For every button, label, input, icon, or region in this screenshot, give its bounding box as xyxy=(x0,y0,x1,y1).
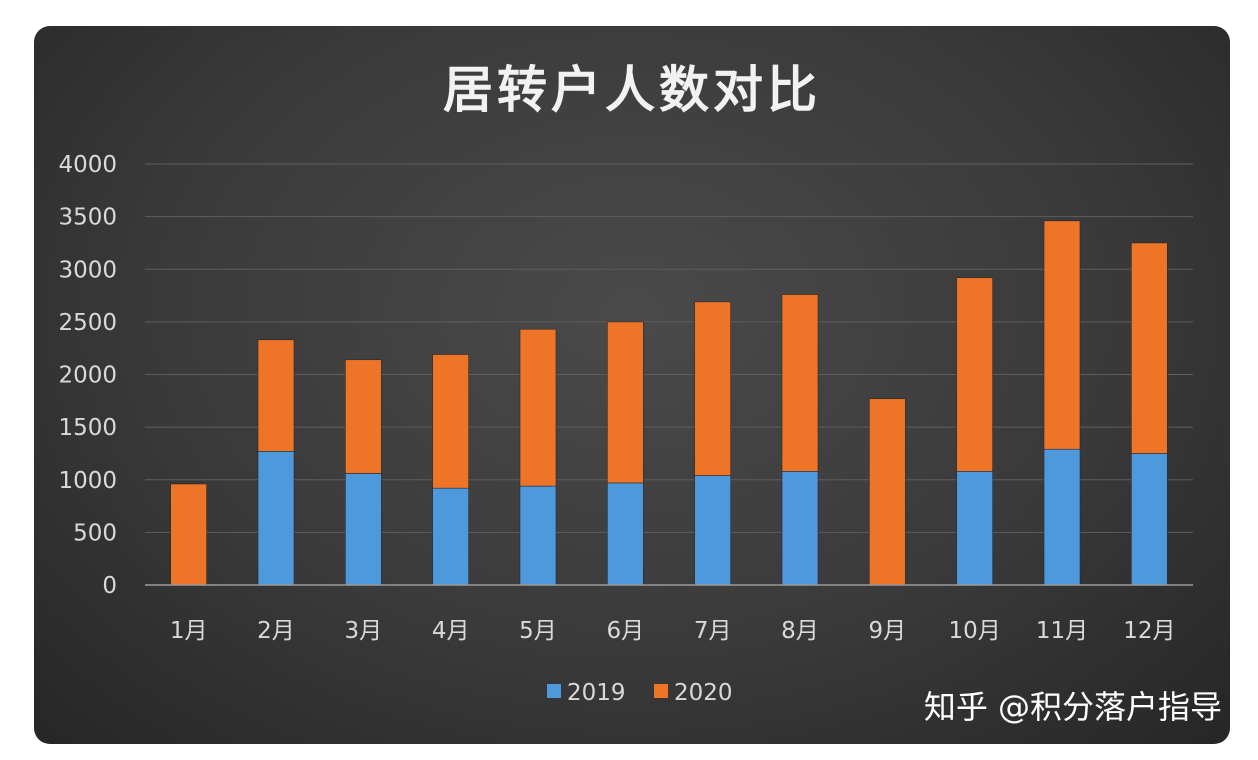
y-tick-label: 2000 xyxy=(58,363,117,389)
x-tick-label: 11月 xyxy=(1036,618,1088,644)
y-tick-label: 4000 xyxy=(58,152,117,178)
y-tick-label: 0 xyxy=(102,573,117,599)
gridlines xyxy=(145,163,1193,533)
bar-2019-8 xyxy=(781,471,819,586)
bar-2019-5 xyxy=(519,485,557,586)
x-tick-label: 7月 xyxy=(694,618,732,644)
bar-2020-1 xyxy=(170,483,207,586)
x-tick-label: 2月 xyxy=(257,618,295,644)
legend-label-2019: 2019 xyxy=(567,680,626,706)
bar-2020-3 xyxy=(345,359,382,474)
x-tick-label: 10月 xyxy=(949,618,1001,644)
y-tick-label: 1500 xyxy=(58,415,117,441)
y-tick-label: 2500 xyxy=(58,310,117,336)
y-tick-label: 1000 xyxy=(58,468,117,494)
bar-2020-10 xyxy=(956,277,993,472)
bars xyxy=(170,220,1168,586)
y-tick-label: 500 xyxy=(73,520,117,546)
bar-2019-7 xyxy=(694,475,731,586)
bar-2020-11 xyxy=(1043,220,1081,450)
x-tick-label: 5月 xyxy=(519,618,557,644)
bar-2020-2 xyxy=(257,339,295,452)
x-tick-label: 9月 xyxy=(869,618,907,644)
x-tick-label: 1月 xyxy=(170,618,208,644)
chart-title: 居转户人数对比 xyxy=(443,61,821,119)
watermark-text: 知乎 @积分落户指导 xyxy=(924,688,1222,726)
y-tick-label: 3500 xyxy=(58,205,117,231)
bar-2020-6 xyxy=(607,321,644,484)
bar-2019-6 xyxy=(607,482,644,586)
bar-2020-7 xyxy=(694,301,731,476)
bar-2019-4 xyxy=(432,487,469,586)
legend-label-2020: 2020 xyxy=(674,680,733,706)
x-tick-label: 3月 xyxy=(345,618,383,644)
x-tick-label: 4月 xyxy=(432,618,470,644)
bar-2019-12 xyxy=(1131,453,1168,586)
x-tick-label: 8月 xyxy=(781,618,819,644)
bar-2020-9 xyxy=(869,398,906,586)
x-tick-label: 6月 xyxy=(607,618,645,644)
bar-2019-10 xyxy=(956,471,993,586)
y-tick-label: 3000 xyxy=(58,257,117,283)
bar-2020-5 xyxy=(519,328,557,487)
legend-swatch-2020 xyxy=(654,684,668,698)
bar-2020-12 xyxy=(1131,242,1168,454)
bar-2020-4 xyxy=(432,354,469,489)
y-axis-ticks: 0 500 1000 1500 2000 2500 3000 3500 4000 xyxy=(58,152,117,599)
x-axis-ticks: 1月 2月 3月 4月 5月 6月 7月 8月 9月 10月 11月 12月 xyxy=(170,618,1176,644)
bar-2019-11 xyxy=(1043,448,1081,586)
legend: 2019 2020 xyxy=(547,680,733,706)
x-tick-label: 12月 xyxy=(1123,618,1175,644)
bar-2019-2 xyxy=(257,451,295,586)
bar-2020-8 xyxy=(781,294,819,472)
bar-2019-3 xyxy=(345,473,382,586)
legend-swatch-2019 xyxy=(547,684,561,698)
